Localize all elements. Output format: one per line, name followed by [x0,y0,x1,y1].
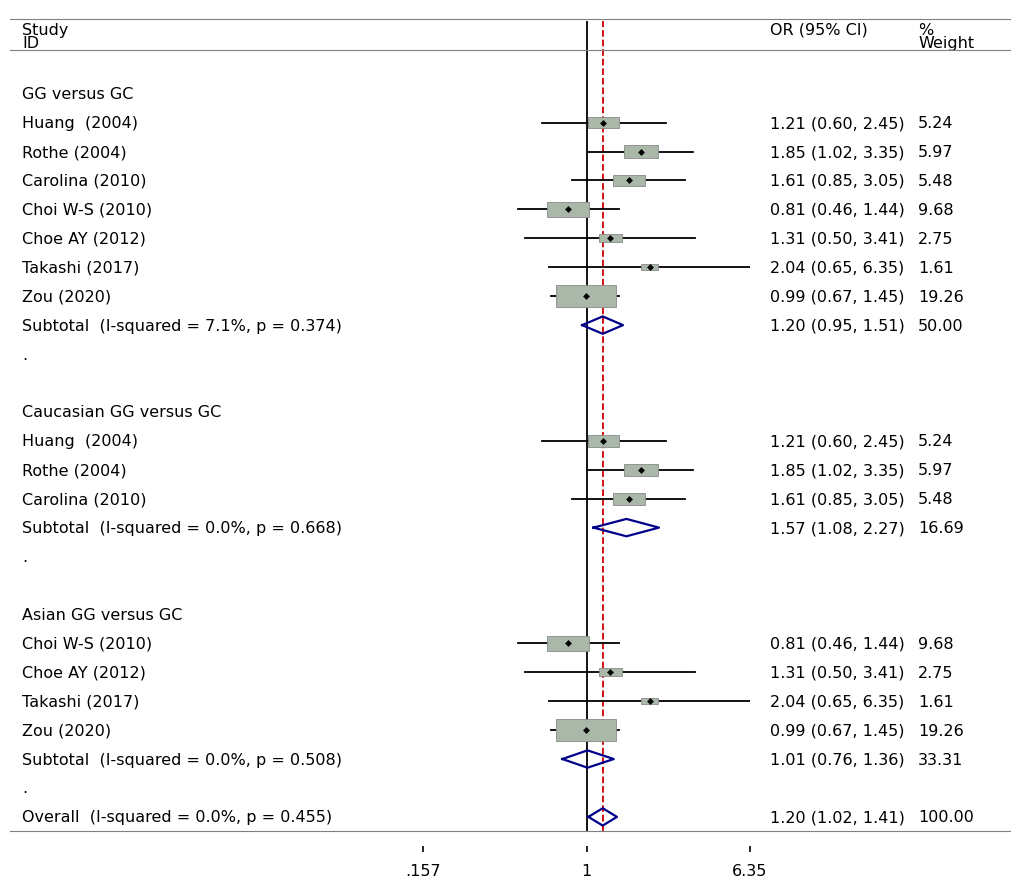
Text: Choe AY (2012): Choe AY (2012) [22,665,146,680]
Text: 9.68: 9.68 [917,203,953,217]
Text: Carolina (2010): Carolina (2010) [22,492,147,507]
FancyBboxPatch shape [624,147,657,158]
Text: 5.97: 5.97 [917,145,953,160]
Text: 1.61: 1.61 [917,694,953,709]
Text: Subtotal  (I-squared = 0.0%, p = 0.668): Subtotal (I-squared = 0.0%, p = 0.668) [22,520,342,536]
Text: 1: 1 [581,863,591,878]
FancyBboxPatch shape [612,493,644,505]
Text: Rothe (2004): Rothe (2004) [22,145,127,160]
FancyBboxPatch shape [587,435,619,447]
Text: Caucasian GG versus GC: Caucasian GG versus GC [22,405,221,420]
Text: 16.69: 16.69 [917,520,963,536]
Text: Weight: Weight [917,36,973,51]
FancyBboxPatch shape [640,265,657,271]
Text: 5.48: 5.48 [917,492,953,507]
Text: Study: Study [22,23,68,38]
Text: 19.26: 19.26 [917,290,963,304]
Text: 1.57 (1.08, 2.27): 1.57 (1.08, 2.27) [769,520,904,536]
Text: Choi W-S (2010): Choi W-S (2010) [22,637,153,651]
Text: 2.04 (0.65, 6.35): 2.04 (0.65, 6.35) [769,260,904,275]
Text: 2.75: 2.75 [917,232,953,247]
Text: 1.21 (0.60, 2.45): 1.21 (0.60, 2.45) [769,116,904,131]
FancyBboxPatch shape [546,636,589,652]
FancyBboxPatch shape [598,235,622,243]
Text: Zou (2020): Zou (2020) [22,722,111,738]
FancyBboxPatch shape [612,175,644,187]
Text: 1.85 (1.02, 3.35): 1.85 (1.02, 3.35) [769,463,904,477]
Text: 1.20 (0.95, 1.51): 1.20 (0.95, 1.51) [769,318,904,333]
Text: 2.75: 2.75 [917,665,953,680]
Text: 1.61 (0.85, 3.05): 1.61 (0.85, 3.05) [769,173,904,189]
Text: 1.85 (1.02, 3.35): 1.85 (1.02, 3.35) [769,145,904,160]
Text: 33.31: 33.31 [917,752,962,767]
Text: OR (95% CI): OR (95% CI) [769,23,867,38]
Text: Choi W-S (2010): Choi W-S (2010) [22,203,153,217]
Text: 19.26: 19.26 [917,722,963,738]
Text: 5.24: 5.24 [917,116,953,131]
FancyBboxPatch shape [555,286,615,308]
Text: 2.04 (0.65, 6.35): 2.04 (0.65, 6.35) [769,694,904,709]
Text: Subtotal  (I-squared = 0.0%, p = 0.508): Subtotal (I-squared = 0.0%, p = 0.508) [22,752,342,767]
Text: 6.35: 6.35 [732,863,766,878]
FancyBboxPatch shape [640,698,657,704]
Text: Huang  (2004): Huang (2004) [22,116,139,131]
Text: .: . [22,550,28,564]
Text: 5.48: 5.48 [917,173,953,189]
Text: Takashi (2017): Takashi (2017) [22,260,140,275]
Text: 1.61 (0.85, 3.05): 1.61 (0.85, 3.05) [769,492,904,507]
Text: 0.99 (0.67, 1.45): 0.99 (0.67, 1.45) [769,722,904,738]
Text: 1.31 (0.50, 3.41): 1.31 (0.50, 3.41) [769,232,904,247]
Text: 0.81 (0.46, 1.44): 0.81 (0.46, 1.44) [769,637,904,651]
Text: Subtotal  (I-squared = 7.1%, p = 0.374): Subtotal (I-squared = 7.1%, p = 0.374) [22,318,342,333]
Text: 50.00: 50.00 [917,318,963,333]
FancyBboxPatch shape [624,464,657,477]
Text: 5.24: 5.24 [917,434,953,449]
Text: 1.61: 1.61 [917,260,953,275]
Text: Asian GG versus GC: Asian GG versus GC [22,607,182,622]
Text: Takashi (2017): Takashi (2017) [22,694,140,709]
Text: Rothe (2004): Rothe (2004) [22,463,127,477]
Text: 0.81 (0.46, 1.44): 0.81 (0.46, 1.44) [769,203,904,217]
Text: 9.68: 9.68 [917,637,953,651]
Text: ID: ID [22,36,40,51]
Text: Overall  (I-squared = 0.0%, p = 0.455): Overall (I-squared = 0.0%, p = 0.455) [22,809,332,824]
Text: .: . [22,780,28,796]
FancyBboxPatch shape [555,720,615,741]
Text: Huang  (2004): Huang (2004) [22,434,139,449]
FancyBboxPatch shape [598,669,622,677]
FancyBboxPatch shape [546,202,589,218]
Text: Choe AY (2012): Choe AY (2012) [22,232,146,247]
Text: 5.97: 5.97 [917,463,953,477]
Text: 1.31 (0.50, 3.41): 1.31 (0.50, 3.41) [769,665,904,680]
Text: %: % [917,23,932,38]
Text: Carolina (2010): Carolina (2010) [22,173,147,189]
Text: GG versus GC: GG versus GC [22,87,133,102]
Text: 0.99 (0.67, 1.45): 0.99 (0.67, 1.45) [769,290,904,304]
Text: 1.01 (0.76, 1.36): 1.01 (0.76, 1.36) [769,752,904,767]
Text: .: . [22,347,28,362]
Text: .157: .157 [406,863,440,878]
Text: 1.21 (0.60, 2.45): 1.21 (0.60, 2.45) [769,434,904,449]
Text: Zou (2020): Zou (2020) [22,290,111,304]
Text: 1.20 (1.02, 1.41): 1.20 (1.02, 1.41) [769,809,904,824]
FancyBboxPatch shape [587,118,619,130]
Text: 100.00: 100.00 [917,809,973,824]
